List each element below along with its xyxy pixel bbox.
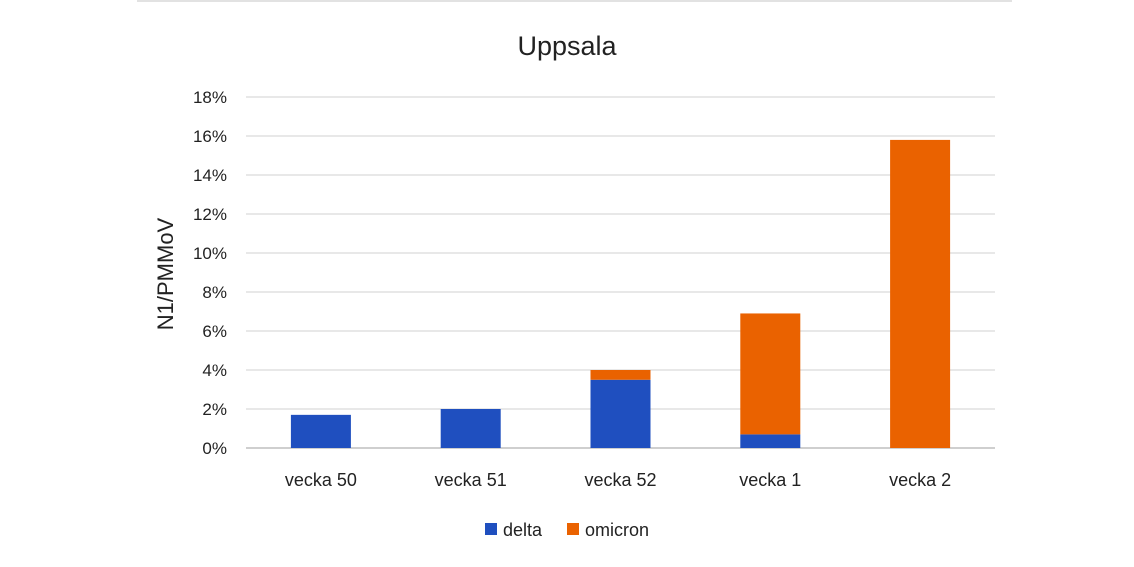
y-tick-labels: 0% 2% 4% 6% 8% 10% 12% 14% 16% 18% xyxy=(193,88,227,458)
x-category-labels: vecka 50 vecka 51 vecka 52 vecka 1 vecka 2 xyxy=(285,470,951,490)
x-category-label: vecka 50 xyxy=(285,470,357,490)
y-tick-label: 4% xyxy=(202,361,227,380)
legend-swatch-omicron xyxy=(567,523,579,535)
bar-delta xyxy=(440,409,501,448)
y-tick-label: 14% xyxy=(193,166,227,185)
bars xyxy=(290,139,951,448)
bar-delta xyxy=(590,379,651,448)
legend: delta omicron xyxy=(485,520,649,540)
y-tick-label: 16% xyxy=(193,127,227,146)
gridlines xyxy=(246,96,995,449)
bar-omicron xyxy=(740,313,801,435)
y-tick-label: 12% xyxy=(193,205,227,224)
chart-title: Uppsala xyxy=(517,31,617,61)
y-axis-label: N1/PMMoV xyxy=(153,217,178,330)
bar-omicron xyxy=(890,139,951,448)
y-tick-label: 8% xyxy=(202,283,227,302)
bar-omicron xyxy=(590,370,651,380)
legend-label-omicron: omicron xyxy=(585,520,649,540)
y-tick-label: 2% xyxy=(202,400,227,419)
x-category-label: vecka 2 xyxy=(889,470,951,490)
bar-delta xyxy=(740,434,801,448)
legend-swatch-delta xyxy=(485,523,497,535)
x-category-label: vecka 51 xyxy=(435,470,507,490)
y-tick-label: 10% xyxy=(193,244,227,263)
y-tick-label: 6% xyxy=(202,322,227,341)
y-tick-label: 0% xyxy=(202,439,227,458)
x-category-label: vecka 1 xyxy=(739,470,801,490)
bar-delta xyxy=(290,414,351,448)
x-category-label: vecka 52 xyxy=(584,470,656,490)
y-tick-label: 18% xyxy=(193,88,227,107)
legend-label-delta: delta xyxy=(503,520,543,540)
